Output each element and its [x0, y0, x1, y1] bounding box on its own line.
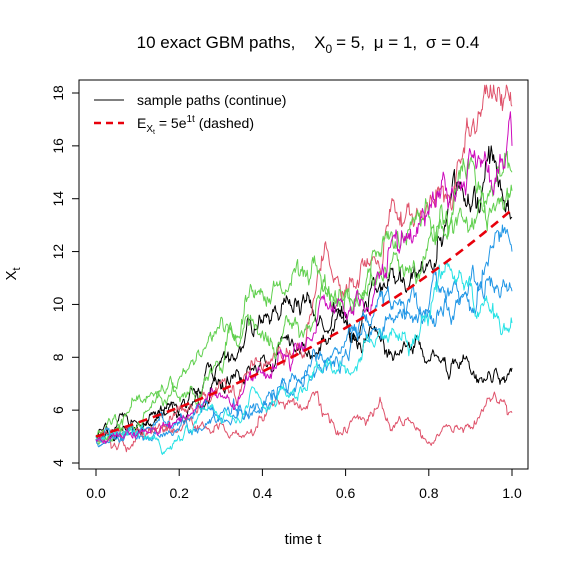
title-mu-symbol: μ — [374, 33, 384, 52]
legend-e-suffix: (dashed) — [195, 115, 254, 131]
legend-e-sup: 1t — [187, 114, 196, 125]
chart-title: 10 exact GBM paths, X0 = 5, μ = 1, σ = 0.… — [137, 33, 480, 56]
y-tick-label: 8 — [50, 353, 66, 361]
x-tick-label: 0.2 — [169, 485, 189, 501]
sample-path-10 — [95, 111, 513, 444]
title-sigma-value: = 0.4 — [441, 33, 479, 52]
x-axis: 0.0 0.2 0.4 0.6 0.8 1.0 — [86, 468, 522, 501]
sample-path-5 — [95, 150, 513, 445]
sample-path-7 — [95, 224, 513, 448]
legend-e: E — [137, 115, 146, 131]
legend-entry-expected: EXt = 5e1t (dashed) — [137, 114, 254, 136]
x-tick-label: 0.0 — [86, 485, 106, 501]
sample-path-8 — [95, 264, 513, 443]
x-tick-label: 0.6 — [336, 485, 356, 501]
y-axis-label-sub: t — [11, 267, 23, 270]
title-x0-symbol: X — [314, 33, 325, 52]
legend-entry-sample-paths: sample paths (continue) — [137, 92, 286, 108]
sample-path-4 — [95, 84, 513, 444]
y-axis-label: Xt — [3, 267, 23, 280]
y-tick-label: 12 — [50, 244, 66, 260]
title-x0-sub: 0 — [325, 42, 332, 56]
y-tick-label: 10 — [50, 296, 66, 312]
y-axis: 4 6 8 10 12 14 16 18 — [50, 85, 80, 467]
x-tick-label: 0.4 — [253, 485, 273, 501]
expected-path — [95, 208, 513, 438]
sample-path-6 — [95, 184, 513, 438]
expected-value-curve — [95, 208, 513, 438]
y-tick-label: 14 — [50, 191, 66, 207]
sample-path-3 — [95, 390, 513, 453]
legend-e-sub: X — [146, 124, 153, 135]
y-tick-label: 16 — [50, 138, 66, 154]
sample-paths — [95, 84, 513, 455]
y-tick-label: 4 — [50, 459, 66, 467]
title-x0-value: = 5, — [336, 33, 365, 52]
legend-e-mid: = 5e — [155, 115, 187, 131]
y-axis-label-symbol: X — [3, 271, 20, 281]
x-axis-label: time t — [285, 531, 323, 548]
y-tick-label: 6 — [50, 406, 66, 414]
y-tick-label: 18 — [50, 85, 66, 101]
title-prefix: 10 exact GBM paths, — [137, 33, 296, 52]
x-tick-label: 1.0 — [502, 485, 522, 501]
title-mu-value: = 1, — [388, 33, 417, 52]
sample-path-9 — [95, 261, 513, 455]
legend-e-subsub: t — [153, 129, 155, 136]
sample-path-1 — [95, 291, 513, 442]
sample-path-2 — [95, 145, 513, 442]
legend: sample paths (continue) EXt = 5e1t (dash… — [94, 92, 286, 136]
title-sigma-symbol: σ — [426, 33, 437, 52]
x-tick-label: 0.8 — [419, 485, 439, 501]
